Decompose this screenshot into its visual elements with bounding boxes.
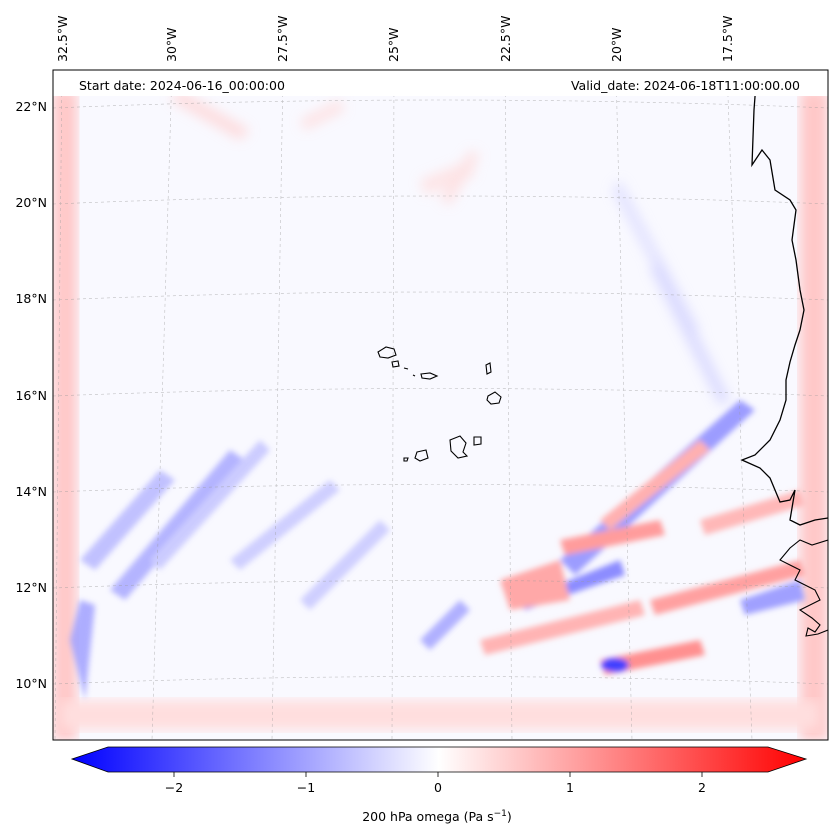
lat-label: 18°N [15,291,47,306]
start-date-label: Start date: 2024-06-16_00:00:00 [79,78,285,93]
lon-label: 25°W [386,27,401,62]
lon-label: 32.5°W [55,16,70,62]
lon-label: 20°W [609,27,624,62]
lat-label: 16°N [15,388,47,403]
lat-label: 12°N [15,580,47,595]
valid-date-label: Valid_date: 2024-06-18T11:00:00.00 [571,78,800,93]
colorbar-tick-label: −2 [165,780,183,795]
colorbar-tick-label: 0 [434,780,442,795]
lon-label: 22.5°W [498,16,513,62]
africa-coastline-south [779,539,828,637]
map-panel [53,70,828,740]
africa-coastline [740,70,828,526]
colorbar-label: 200 hPa omega (Pa s−1) [362,809,512,824]
cape-verde-islands [377,346,502,462]
lon-label: 27.5°W [275,16,290,62]
colorbar-body [70,746,808,773]
lon-label: 30°W [164,27,179,62]
colorbar-tick-label: −1 [297,780,315,795]
colorbar-tick-label: 1 [566,780,574,795]
lat-label: 14°N [15,484,47,499]
longitude-labels: 32.5°W 30°W 27.5°W 25°W 22.5°W 20°W 17.5… [55,16,735,62]
graticule [53,70,828,740]
lon-label: 17.5°W [720,16,735,62]
lat-label: 22°N [15,99,47,114]
colorbar-ticks: −2 −1 0 1 2 [165,772,706,795]
lat-label: 10°N [15,676,47,691]
lat-label: 20°N [15,195,47,210]
omega-field [53,90,828,740]
header-strip [53,70,828,96]
map-frame [52,69,829,741]
latitude-labels: 22°N 20°N 18°N 16°N 14°N 12°N 10°N [15,99,47,691]
colorbar-tick-label: 2 [698,780,706,795]
colorbar: −2 −1 0 1 2 200 hPa omega (Pa s−1) [70,746,808,824]
